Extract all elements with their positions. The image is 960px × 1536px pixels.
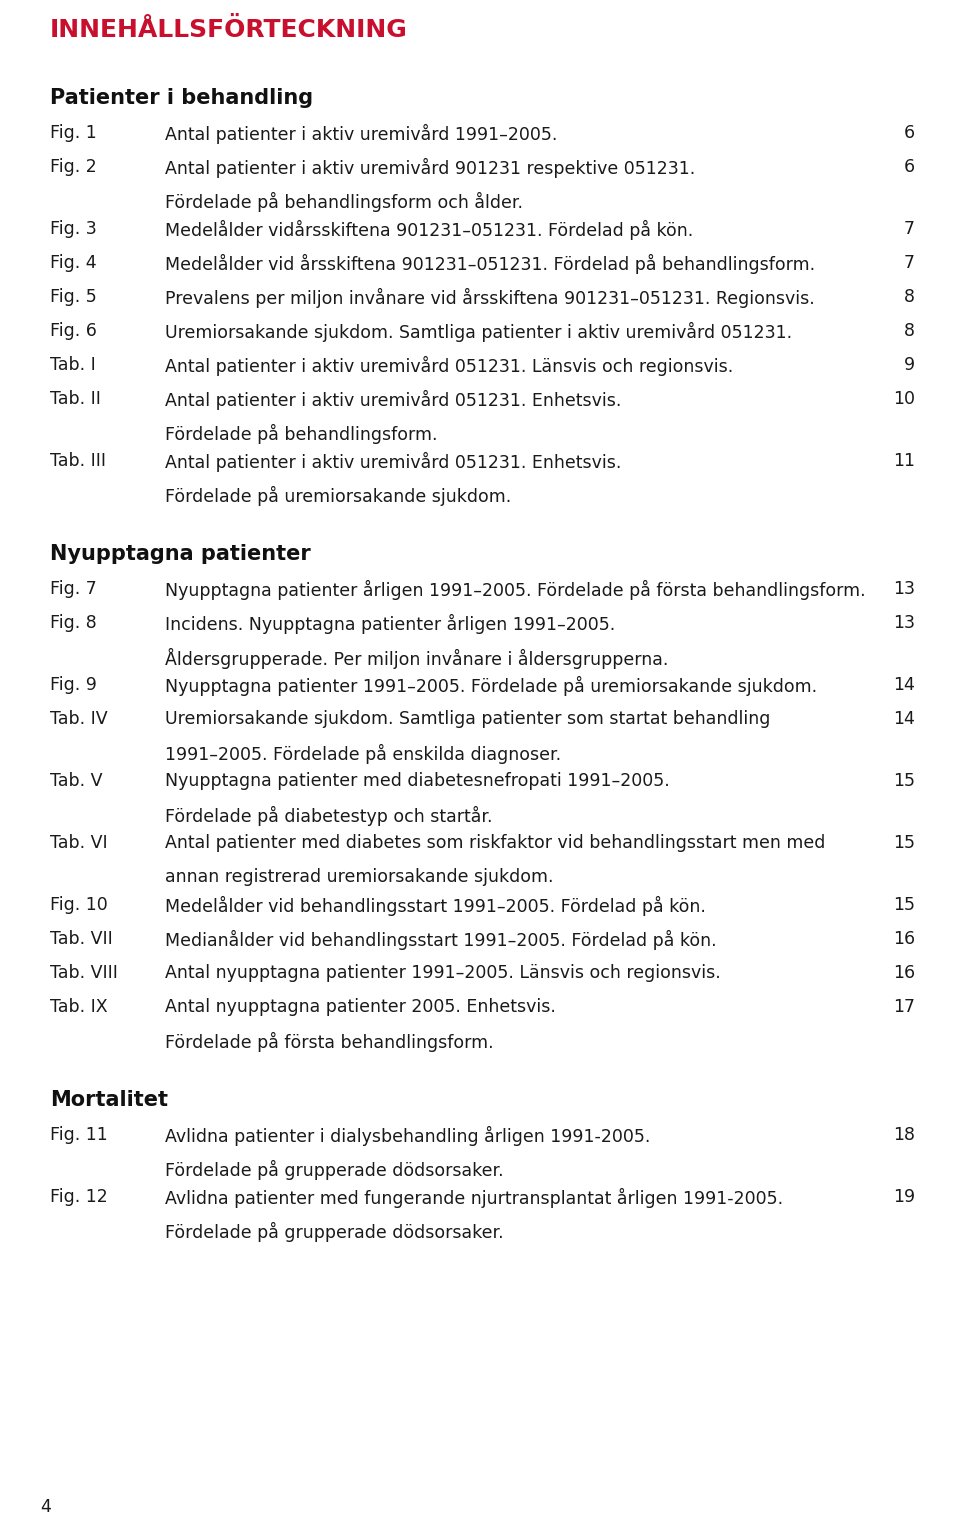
Text: Fig. 10: Fig. 10 <box>50 895 108 914</box>
Text: 7: 7 <box>904 253 915 272</box>
Text: 15: 15 <box>893 773 915 790</box>
Text: Antal patienter i aktiv uremivård 051231. Länsvis och regionsvis.: Antal patienter i aktiv uremivård 051231… <box>165 356 733 376</box>
Text: Fig. 11: Fig. 11 <box>50 1126 108 1144</box>
Text: Nyupptagna patienter: Nyupptagna patienter <box>50 544 311 564</box>
Text: Fig. 1: Fig. 1 <box>50 124 97 141</box>
Text: 16: 16 <box>893 929 915 948</box>
Text: Prevalens per miljon invånare vid årsskiftena 901231–051231. Regionsvis.: Prevalens per miljon invånare vid årsski… <box>165 289 815 309</box>
Text: 8: 8 <box>904 289 915 306</box>
Text: Tab. VI: Tab. VI <box>50 834 108 852</box>
Text: 11: 11 <box>893 452 915 470</box>
Text: Nyupptagna patienter årligen 1991–2005. Fördelade på första behandlingsform.: Nyupptagna patienter årligen 1991–2005. … <box>165 581 866 601</box>
Text: 10: 10 <box>893 390 915 409</box>
Text: Tab. IX: Tab. IX <box>50 998 108 1015</box>
Text: Antal nyupptagna patienter 1991–2005. Länsvis och regionsvis.: Antal nyupptagna patienter 1991–2005. Lä… <box>165 965 721 982</box>
Text: Medianålder vid behandlingsstart 1991–2005. Fördelad på kön.: Medianålder vid behandlingsstart 1991–20… <box>165 929 716 951</box>
Text: 15: 15 <box>893 895 915 914</box>
Text: Incidens. Nyupptagna patienter årligen 1991–2005.: Incidens. Nyupptagna patienter årligen 1… <box>165 614 615 634</box>
Text: Medelålder vid behandlingsstart 1991–2005. Fördelad på kön.: Medelålder vid behandlingsstart 1991–200… <box>165 895 706 915</box>
Text: 13: 13 <box>893 614 915 631</box>
Text: 7: 7 <box>904 220 915 238</box>
Text: Åldersgrupperade. Per miljon invånare i åldersgrupperna.: Åldersgrupperade. Per miljon invånare i … <box>165 648 668 670</box>
Text: Fig. 3: Fig. 3 <box>50 220 97 238</box>
Text: Medelålder vid årsskiftena 901231–051231. Fördelad på behandlingsform.: Medelålder vid årsskiftena 901231–051231… <box>165 253 815 273</box>
Text: 19: 19 <box>893 1187 915 1206</box>
Text: 8: 8 <box>904 323 915 339</box>
Text: Antal patienter med diabetes som riskfaktor vid behandlingsstart men med: Antal patienter med diabetes som riskfak… <box>165 834 826 852</box>
Text: Fig. 8: Fig. 8 <box>50 614 97 631</box>
Text: 14: 14 <box>893 710 915 728</box>
Text: Avlidna patienter med fungerande njurtransplantat årligen 1991-2005.: Avlidna patienter med fungerande njurtra… <box>165 1187 783 1209</box>
Text: Patienter i behandling: Patienter i behandling <box>50 88 313 108</box>
Text: Antal nyupptagna patienter 2005. Enhetsvis.: Antal nyupptagna patienter 2005. Enhetsv… <box>165 998 556 1015</box>
Text: Nyupptagna patienter 1991–2005. Fördelade på uremiorsakande sjukdom.: Nyupptagna patienter 1991–2005. Fördelad… <box>165 676 817 696</box>
Text: Tab. V: Tab. V <box>50 773 103 790</box>
Text: Uremiorsakande sjukdom. Samtliga patienter i aktiv uremivård 051231.: Uremiorsakande sjukdom. Samtliga patient… <box>165 323 792 343</box>
Text: 17: 17 <box>893 998 915 1015</box>
Text: Fig. 5: Fig. 5 <box>50 289 97 306</box>
Text: Antal patienter i aktiv uremivård 901231 respektive 051231.: Antal patienter i aktiv uremivård 901231… <box>165 158 695 178</box>
Text: INNEHÅLLSFÖRTECKNING: INNEHÅLLSFÖRTECKNING <box>50 18 408 41</box>
Text: Nyupptagna patienter med diabetesnefropati 1991–2005.: Nyupptagna patienter med diabetesnefropa… <box>165 773 670 790</box>
Text: 15: 15 <box>893 834 915 852</box>
Text: Antal patienter i aktiv uremivård 051231. Enhetsvis.: Antal patienter i aktiv uremivård 051231… <box>165 390 621 410</box>
Text: 9: 9 <box>904 356 915 373</box>
Text: Medelålder vidårsskiftena 901231–051231. Fördelad på kön.: Medelålder vidårsskiftena 901231–051231.… <box>165 220 693 240</box>
Text: Fördelade på behandlingsform och ålder.: Fördelade på behandlingsform och ålder. <box>165 192 523 212</box>
Text: Fig. 7: Fig. 7 <box>50 581 97 598</box>
Text: Fördelade på behandlingsform.: Fördelade på behandlingsform. <box>165 424 438 444</box>
Text: 4: 4 <box>40 1498 51 1516</box>
Text: Fördelade på grupperade dödsorsaker.: Fördelade på grupperade dödsorsaker. <box>165 1160 504 1180</box>
Text: Fördelade på första behandlingsform.: Fördelade på första behandlingsform. <box>165 1032 493 1052</box>
Text: Fig. 4: Fig. 4 <box>50 253 97 272</box>
Text: Tab. II: Tab. II <box>50 390 101 409</box>
Text: 18: 18 <box>893 1126 915 1144</box>
Text: Fig. 2: Fig. 2 <box>50 158 97 177</box>
Text: 14: 14 <box>893 676 915 694</box>
Text: Fig. 6: Fig. 6 <box>50 323 97 339</box>
Text: 1991–2005. Fördelade på enskilda diagnoser.: 1991–2005. Fördelade på enskilda diagnos… <box>165 743 562 763</box>
Text: Fördelade på grupperade dödsorsaker.: Fördelade på grupperade dödsorsaker. <box>165 1223 504 1243</box>
Text: Antal patienter i aktiv uremivård 1991–2005.: Antal patienter i aktiv uremivård 1991–2… <box>165 124 558 144</box>
Text: Antal patienter i aktiv uremivård 051231. Enhetsvis.: Antal patienter i aktiv uremivård 051231… <box>165 452 621 472</box>
Text: Avlidna patienter i dialysbehandling årligen 1991-2005.: Avlidna patienter i dialysbehandling årl… <box>165 1126 650 1146</box>
Text: 6: 6 <box>904 124 915 141</box>
Text: Tab. III: Tab. III <box>50 452 106 470</box>
Text: annan registrerad uremiorsakande sjukdom.: annan registrerad uremiorsakande sjukdom… <box>165 868 554 886</box>
Text: Fördelade på diabetestyp och startår.: Fördelade på diabetestyp och startår. <box>165 806 492 826</box>
Text: Fig. 12: Fig. 12 <box>50 1187 108 1206</box>
Text: Uremiorsakande sjukdom. Samtliga patienter som startat behandling: Uremiorsakande sjukdom. Samtliga patient… <box>165 710 770 728</box>
Text: Fig. 9: Fig. 9 <box>50 676 97 694</box>
Text: Tab. VIII: Tab. VIII <box>50 965 118 982</box>
Text: 16: 16 <box>893 965 915 982</box>
Text: Mortalitet: Mortalitet <box>50 1091 168 1111</box>
Text: Fördelade på uremiorsakande sjukdom.: Fördelade på uremiorsakande sjukdom. <box>165 485 512 505</box>
Text: Tab. IV: Tab. IV <box>50 710 108 728</box>
Text: 13: 13 <box>893 581 915 598</box>
Text: Tab. I: Tab. I <box>50 356 96 373</box>
Text: 6: 6 <box>904 158 915 177</box>
Text: Tab. VII: Tab. VII <box>50 929 112 948</box>
